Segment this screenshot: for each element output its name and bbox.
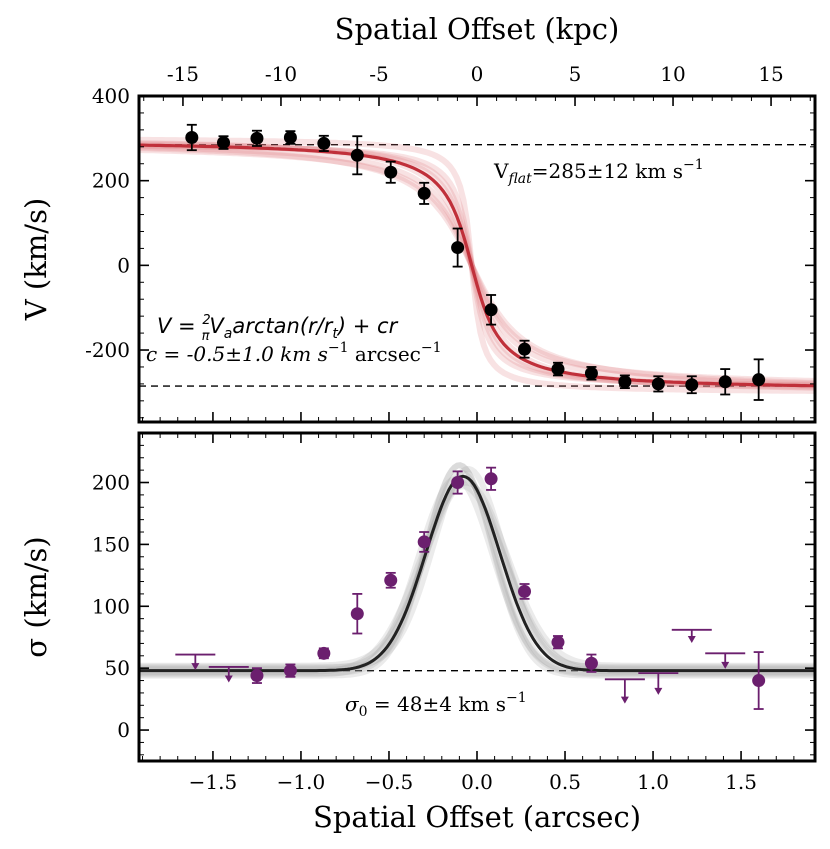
velocity-point	[217, 136, 230, 150]
y-tick-label: 150	[92, 532, 130, 556]
dispersion-frame	[137, 431, 817, 763]
kpc-tick-label: 10	[660, 62, 685, 86]
model-sample-curve	[139, 145, 815, 386]
sigma-y-axis-label: σ (km/s)	[19, 536, 53, 657]
sigma-point	[551, 635, 565, 649]
kpc-tick-labels: -15 -10 -5 0 5 10 15	[143, 62, 811, 106]
kpc-tick-label: 15	[758, 62, 783, 86]
x-tick-label: −1.0	[277, 770, 326, 794]
velocity-point	[618, 375, 632, 389]
velocity-panel: -200 0 200 400 Vflat=285±12 km s−1 V = 2 πVa…	[85, 84, 817, 424]
velocity-point	[551, 362, 565, 376]
sigma-point	[283, 664, 297, 678]
x-tick-label: 0.0	[461, 770, 493, 794]
sigma-point	[584, 656, 598, 670]
x-tick-label: −1.5	[189, 770, 238, 794]
y-tick-label: 200	[92, 169, 130, 193]
kpc-tick-label: -10	[265, 62, 297, 86]
velocity-point	[651, 377, 665, 391]
x-tick-label: 0.5	[549, 770, 581, 794]
y-tick-label: 400	[92, 84, 130, 108]
sigma-point	[752, 674, 766, 688]
gauss-sample-curve	[139, 462, 815, 673]
velocity-plot-area	[139, 123, 815, 401]
gaussian-model-curve	[139, 474, 815, 673]
velocity-point	[752, 373, 766, 387]
x-tick-label: −0.5	[365, 770, 414, 794]
model-sample-curve	[139, 147, 815, 384]
velocity-point	[451, 241, 465, 255]
upper-limit-arrowhead	[191, 663, 200, 671]
velocity-point	[417, 186, 431, 200]
upper-limit-arrowhead	[687, 635, 696, 643]
gauss-sample-curve	[139, 465, 815, 670]
kpc-tick-label: -15	[167, 62, 199, 86]
upper-limit-arrowhead	[654, 687, 663, 695]
upper-limit-arrowhead	[721, 661, 730, 669]
sigma-point	[417, 535, 431, 549]
sigma-point	[484, 472, 498, 486]
velocity-point	[350, 148, 364, 162]
y-tick-label: -200	[85, 338, 130, 362]
sigma-point	[384, 573, 398, 587]
sigma-point	[451, 476, 465, 490]
velocity-frame	[137, 94, 817, 424]
velocity-point	[685, 378, 699, 392]
top-axis-title: Spatial Offset (kpc)	[335, 12, 620, 46]
sigma-point	[250, 669, 264, 683]
velocity-point	[484, 303, 498, 317]
velocity-point	[584, 366, 598, 380]
kpc-tick-label: -5	[369, 62, 388, 86]
velocity-point	[185, 130, 199, 144]
x-tick-label: 1.5	[725, 770, 757, 794]
sigma-point	[350, 607, 364, 621]
gauss-sample-curve	[139, 475, 815, 678]
x-tick-label: 1.0	[637, 770, 669, 794]
dispersion-panel: −1.5 −1.0 −0.5 0.0 0.5 1.0 1.5 0 50 100 150 200 σ0 …	[92, 431, 817, 794]
x-axis-label: Spatial Offset (arcsec)	[313, 800, 641, 834]
velocity-point	[250, 131, 264, 145]
y-tick-label: 50	[105, 656, 130, 680]
y-tick-label: 200	[92, 471, 130, 495]
c-parameter-annotation: c = -0.5±1.0 km s−1 arcsec−1	[146, 340, 442, 366]
velocity-point	[283, 130, 297, 144]
dispersion-plot-area	[139, 462, 815, 710]
sigma-point	[518, 584, 532, 598]
dispersion-axes: −1.5 −1.0 −0.5 0.0 0.5 1.0 1.5 0 50 100 150 200	[92, 433, 815, 794]
velocity-point	[518, 342, 532, 356]
kpc-tick-label: 0	[471, 62, 484, 86]
kpc-tick-label: 5	[569, 62, 582, 86]
arctan-formula: V = 2 πVaarctan(r/rt) + cr	[157, 313, 399, 344]
velocity-point	[317, 136, 331, 150]
vflat-annotation: Vflat=285±12 km s−1	[493, 157, 704, 187]
sigma0-annotation: σ0 = 48±4 km s−1	[345, 690, 527, 720]
velocity-y-axis-label: V (km/s)	[19, 198, 53, 322]
y-tick-label: 0	[117, 253, 130, 277]
sigma-point	[317, 646, 331, 660]
velocity-point	[718, 375, 732, 389]
y-tick-label: 100	[92, 594, 130, 618]
arctan-model-curve	[139, 143, 815, 388]
upper-limit-arrowhead	[620, 696, 629, 704]
y-tick-label: 0	[117, 718, 130, 742]
velocity-point	[384, 165, 398, 179]
upper-limit-arrowhead	[224, 675, 233, 683]
